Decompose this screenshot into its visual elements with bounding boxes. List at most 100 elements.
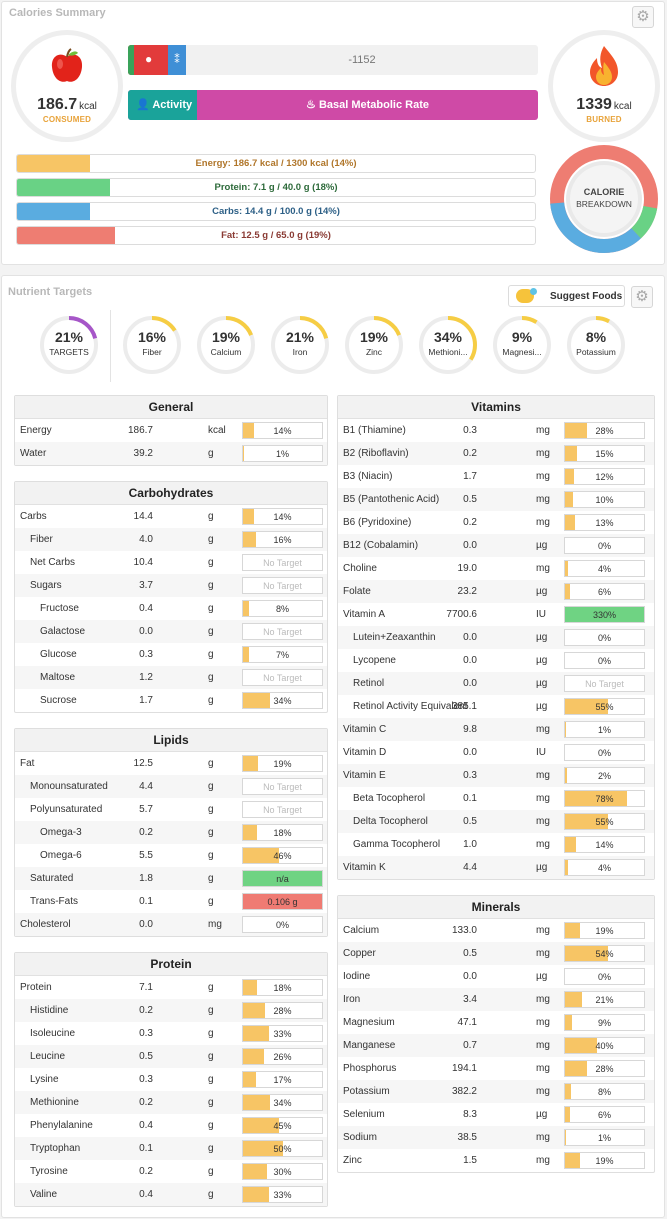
nutrient-name: Methionine [30, 1097, 79, 1108]
nutrient-value: 0.2 [139, 1166, 153, 1177]
target-ring[interactable]: 16% Fiber [121, 314, 183, 376]
nutrient-unit: kcal [208, 425, 226, 436]
calorie-breakdown-chart[interactable]: CALORIE BREAKDOWN [549, 144, 659, 254]
target-bar-label: 19% [595, 1156, 614, 1166]
ring-label: Potassium [576, 347, 616, 357]
table-row: Net Carbs 10.4 g No Target [15, 551, 327, 574]
target-bar-label: 30% [273, 1167, 292, 1177]
nutrient-value: 133.0 [451, 925, 477, 936]
nutrient-value: 382.2 [451, 1086, 477, 1097]
nutrient-name: Sucrose [40, 695, 77, 706]
nutrient-unit: g [208, 758, 214, 769]
target-bar: 330% [564, 606, 645, 623]
target-bar-label: 1% [597, 1133, 611, 1143]
macro-bar-label: Fat: 12.5 g / 65.0 g (19%) [221, 230, 331, 241]
target-ring[interactable]: 34% Methioni... [417, 314, 479, 376]
nutrient-unit: mg [536, 1155, 550, 1166]
nutrient-name: Leucine [30, 1051, 66, 1062]
nutrient-value: 9.8 [463, 724, 477, 735]
target-bar-fill [565, 423, 588, 438]
breakdown-label: CALORIE BREAKDOWN [576, 187, 632, 209]
activity-segment[interactable]: 👤 Activity [128, 90, 197, 120]
target-bar-fill [243, 446, 244, 461]
nutrient-value: 0.7 [463, 1040, 477, 1051]
bmr-segment[interactable]: ♨ Basal Metabolic Rate [197, 90, 538, 120]
nutrient-value: 1.7 [139, 695, 153, 706]
gear-icon[interactable]: ⚙ [632, 6, 654, 28]
target-bar-fill [565, 1153, 580, 1168]
net-value: -1152 [348, 54, 376, 66]
nutrient-unit: g [208, 557, 214, 568]
target-bar-label: No Target [263, 558, 302, 568]
target-bar-label: No Target [263, 673, 302, 683]
nutrient-unit: g [208, 982, 214, 993]
target-bar-fill [565, 791, 627, 806]
target-ring[interactable]: 21% Iron [269, 314, 331, 376]
nutrient-value: 0.0 [139, 626, 153, 637]
nutrient-unit: g [208, 534, 214, 545]
nutrient-value: 4.4 [463, 862, 477, 873]
nutrient-unit: µg [536, 586, 548, 597]
nutrient-value: 0.5 [463, 494, 477, 505]
target-bar-label: 18% [273, 983, 292, 993]
nutrient-unit: g [208, 1189, 214, 1200]
target-ring[interactable]: 9% Magnesi... [491, 314, 553, 376]
target-bar-label: 8% [597, 1087, 611, 1097]
table-row: Vitamin C 9.8 mg 1% [338, 718, 654, 741]
table-row: B2 (Riboflavin) 0.2 mg 15% [338, 442, 654, 465]
nutrient-name: Retinol Activity Equivalent [353, 701, 468, 712]
progress-ring-icon [197, 316, 255, 374]
target-ring[interactable]: 19% Zinc [343, 314, 405, 376]
macro-bar-fill [17, 203, 90, 220]
target-bar: 46% [242, 847, 323, 864]
table-row: Vitamin E 0.3 mg 2% [338, 764, 654, 787]
target-bar-label: 7% [275, 650, 289, 660]
nutrient-unit: µg [536, 971, 548, 982]
progress-ring-icon [345, 316, 403, 374]
nutrient-value: 0.5 [139, 1051, 153, 1062]
nutrient-name: Delta Tocopherol [353, 816, 428, 827]
target-bar-fill [565, 814, 609, 829]
flame-small-icon: ♨ [306, 99, 316, 111]
nutrient-unit: mg [536, 1132, 550, 1143]
target-bar-label: 18% [273, 828, 292, 838]
target-bar: 21% [564, 991, 645, 1008]
apple-icon [51, 48, 83, 82]
nutrient-name: Fat [20, 758, 35, 769]
target-ring[interactable]: 21% TARGETS [38, 314, 100, 376]
table-header: General [15, 396, 327, 419]
nutrient-value: 0.4 [139, 603, 153, 614]
target-bar: 0% [564, 629, 645, 646]
target-bar-label: 4% [597, 863, 611, 873]
nutrient-unit: g [208, 695, 214, 706]
target-ring[interactable]: 19% Calcium [195, 314, 257, 376]
nutrient-unit: mg [536, 1040, 550, 1051]
nutrient-name: Tyrosine [30, 1166, 68, 1177]
table-header: Protein [15, 953, 327, 976]
suggest-foods-button[interactable]: Suggest Foods [508, 285, 625, 307]
ring-percent: 9% [511, 329, 533, 345]
target-bar-label: 17% [273, 1075, 292, 1085]
target-ring[interactable]: 8% Potassium [565, 314, 627, 376]
target-bar: 26% [242, 1048, 323, 1065]
target-bar-label: 9% [597, 1018, 611, 1028]
target-bar: 30% [242, 1163, 323, 1180]
table-row: Iron 3.4 mg 21% [338, 988, 654, 1011]
target-bar: 1% [564, 721, 645, 738]
target-bar-fill [243, 1049, 264, 1064]
targets-gear-icon[interactable]: ⚙ [631, 286, 653, 308]
progress-ring-icon [567, 316, 625, 374]
nutrient-unit: mg [536, 494, 550, 505]
target-bar: 10% [564, 491, 645, 508]
target-bar: 1% [564, 1129, 645, 1146]
nutrient-name: Saturated [30, 873, 74, 884]
table-row: B5 (Pantothenic Acid) 0.5 mg 10% [338, 488, 654, 511]
nutrient-targets-title: Nutrient Targets [8, 286, 93, 298]
nutrient-name: Polyunsaturated [30, 804, 103, 815]
nutrient-unit: g [208, 1166, 214, 1177]
target-bar: 14% [564, 836, 645, 853]
nutrient-name: Magnesium [343, 1017, 395, 1028]
drop-icon: ● [145, 52, 153, 66]
target-bar: 12% [564, 468, 645, 485]
nutrient-unit: mg [536, 816, 550, 827]
